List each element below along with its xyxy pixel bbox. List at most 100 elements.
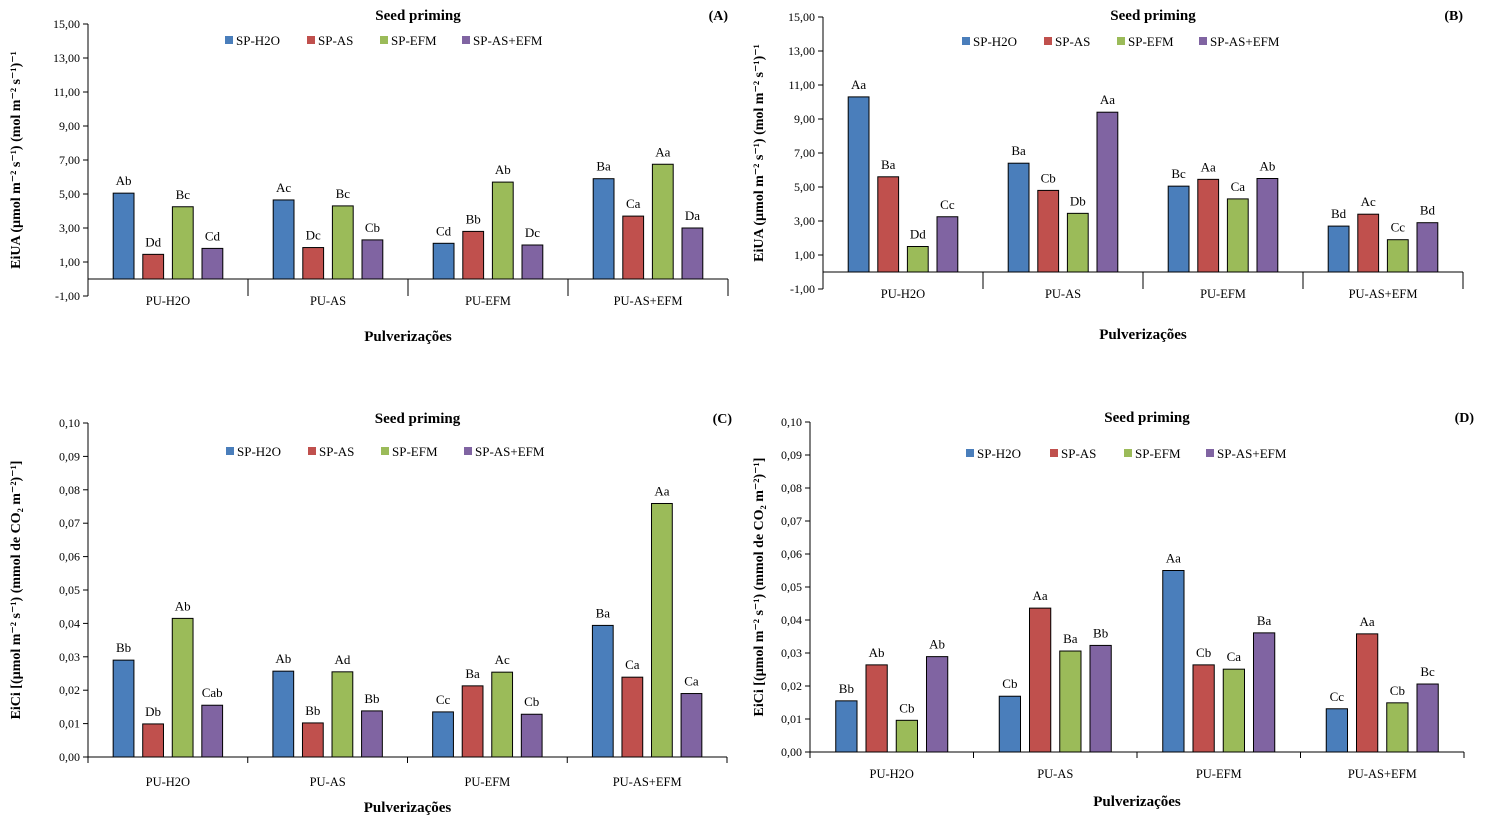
legend-swatch	[225, 36, 233, 44]
bar-data-label: Bd	[1331, 206, 1347, 221]
bar	[1222, 668, 1246, 753]
y-tick-label: 13,00	[788, 44, 815, 58]
bar-data-label: Da	[685, 208, 700, 223]
y-tick-label: 0,07	[781, 514, 802, 528]
bar-data-label: Cd	[205, 228, 221, 243]
x-category-label: PU-EFM	[1200, 287, 1246, 301]
x-axis-title: Pulverizações	[364, 329, 452, 345]
legend-swatch	[1117, 37, 1125, 45]
bar-data-label: Cc	[436, 692, 451, 707]
bar-data-label: Ca	[626, 196, 641, 211]
bar	[1192, 664, 1215, 753]
bar-data-label: Ba	[881, 157, 896, 172]
bar-data-label: Aa	[655, 144, 670, 159]
bar	[1066, 212, 1089, 273]
bar-data-label: Ab	[869, 645, 885, 660]
bar	[1037, 189, 1060, 273]
y-tick-label: 11,00	[53, 85, 80, 99]
bar	[361, 239, 384, 280]
y-axis-title: EiCi [(µmol m⁻² s⁻¹) (mmol de CO₂ m⁻²)⁻¹…	[752, 458, 767, 717]
bar-data-label: Ba	[465, 666, 480, 681]
bar	[1226, 198, 1249, 273]
bar-data-label: Aa	[654, 483, 669, 498]
bar-data-label: Bc	[1171, 166, 1186, 181]
bar-data-label: Db	[145, 704, 161, 719]
y-tick-label: 0,00	[781, 745, 802, 759]
y-tick-label: 5,00	[59, 187, 80, 201]
y-tick-label: 0,06	[781, 547, 802, 561]
y-tick-label: -1,00	[55, 289, 80, 303]
y-tick-label: 0,02	[781, 679, 802, 693]
legend-entry: SP-H2O	[237, 444, 281, 459]
bar	[651, 163, 674, 280]
panel-label: (A)	[709, 9, 729, 24]
legend-entry: SP-AS+EFM	[473, 33, 543, 48]
x-category-label: PU-H2O	[146, 775, 190, 789]
bar	[331, 671, 354, 758]
bar-data-label: Bb	[1093, 625, 1108, 640]
y-tick-label: 0,10	[781, 415, 802, 429]
panel-label: (D)	[1455, 411, 1475, 426]
bar-data-label: Ad	[334, 652, 350, 667]
chart-title: Seed priming	[375, 8, 461, 24]
bar	[171, 206, 194, 280]
legend-swatch	[307, 36, 315, 44]
bar	[1327, 225, 1350, 273]
bar-data-label: Ca	[1227, 649, 1242, 664]
bar-data-label: Cab	[202, 685, 223, 700]
legend-entry: SP-AS+EFM	[475, 444, 545, 459]
bar	[681, 227, 704, 280]
bar-data-label: Cc	[1330, 689, 1345, 704]
bar	[201, 247, 224, 280]
x-category-label: PU-EFM	[464, 775, 510, 789]
y-tick-label: 5,00	[794, 180, 815, 194]
bar-data-label: Bc	[176, 187, 191, 202]
legend-entry: SP-AS	[318, 33, 353, 48]
bar	[847, 96, 870, 273]
legend-entry: SP-H2O	[236, 33, 280, 48]
y-axis-title: EiUA (µmol m⁻² s⁻¹) (mol m⁻² s⁻¹)⁻¹	[9, 51, 24, 269]
y-axis-title: EiUA (µmol m⁻² s⁻¹) (mol m⁻² s⁻¹)⁻¹	[752, 44, 767, 262]
chart-panel-c: 0,00 0,01 0,02 0,03 0,04 0,05 0,06 0,07 0,08 0,09…	[9, 411, 732, 816]
bar-data-label: Cb	[524, 694, 539, 709]
bar-data-label: Cb	[1390, 683, 1405, 698]
bar	[895, 719, 919, 753]
bar-data-label: Bc	[1420, 664, 1435, 679]
bar-data-label: Ab	[929, 637, 945, 652]
y-tick-label: 0,09	[59, 449, 80, 463]
x-category-label: PU-AS	[1045, 287, 1081, 301]
bar	[432, 711, 454, 758]
legend-swatch	[1044, 37, 1052, 45]
y-tick-label: 0,01	[781, 712, 802, 726]
bar-data-label: Ba	[1257, 613, 1272, 628]
bar-data-label: Aa	[1360, 614, 1375, 629]
bar	[1416, 222, 1439, 273]
bar	[1357, 213, 1380, 273]
bar-data-label: Bb	[839, 681, 854, 696]
bar-data-label: Ab	[495, 162, 511, 177]
y-tick-label: 7,00	[794, 146, 815, 160]
x-axis-title: Pulverizações	[364, 800, 452, 816]
bar	[1089, 644, 1112, 753]
bar	[520, 713, 543, 758]
bar-data-label: Ac	[1361, 194, 1376, 209]
bar	[906, 246, 929, 273]
y-tick-label: 1,00	[794, 248, 815, 262]
y-axis-title: EiCi [(µmol m⁻² s⁻¹) (mmol de CO₂ m⁻²)⁻¹…	[9, 461, 24, 720]
chart-panel-b: -1,00 1,00 3,00 5,00 7,00 9,00 11,00 13,00 15,00…	[752, 8, 1464, 343]
bar	[1028, 607, 1052, 753]
x-category-label: PU-AS+EFM	[1349, 287, 1418, 301]
bar	[1167, 185, 1190, 273]
legend-entry: SP-AS	[1055, 34, 1090, 49]
chart-title: Seed priming	[1110, 8, 1196, 24]
y-tick-label: 0,09	[781, 448, 802, 462]
chart-panel-d: 0,00 0,01 0,02 0,03 0,04 0,05 0,06 0,07 0,08 0,09…	[752, 410, 1474, 810]
y-tick-label: 0,01	[59, 717, 80, 731]
bar	[1325, 708, 1349, 753]
legend-swatch	[308, 447, 316, 455]
bar-data-label: Cc	[940, 197, 955, 212]
bar	[1007, 162, 1030, 273]
bar	[925, 656, 949, 753]
legend-entry: SP-AS	[319, 444, 354, 459]
